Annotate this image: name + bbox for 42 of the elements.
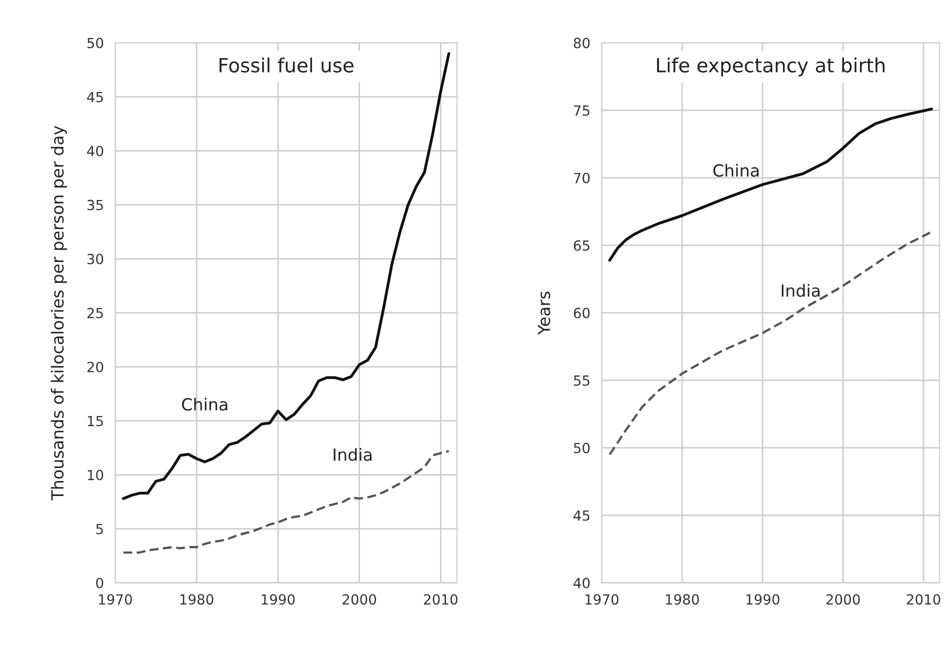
line-series [608, 108, 933, 262]
x-tick-label: 2010 [424, 594, 458, 605]
y-tick-label: 55 [574, 375, 590, 386]
y-tick-label: 0 [96, 578, 104, 588]
x-tick-label: 1990 [262, 594, 295, 605]
x-tick-label: 2000 [826, 594, 860, 605]
y-tick-label: 60 [574, 308, 590, 318]
y-tick-label: 45 [574, 510, 590, 521]
y-tick-label: 50 [87, 38, 104, 48]
x-tick-label: 2010 [906, 594, 940, 605]
x-tick-label: 1990 [746, 594, 780, 605]
y-tick-label: 25 [87, 308, 103, 318]
x-tick-label: 1980 [180, 594, 214, 605]
x-tick-label: 1970 [99, 594, 132, 605]
y-axis-title: Thousands of kilocalories per person per day [50, 126, 67, 500]
text: Fossil fuel use [220, 58, 354, 73]
y-tick-label: 15 [88, 416, 103, 426]
y-tick-label: 80 [574, 38, 590, 48]
series-label: India [782, 284, 820, 297]
y-tick-label: 10 [88, 470, 104, 480]
series-label: India [334, 448, 372, 461]
line-series [608, 230, 933, 456]
y-tick-label: 40 [87, 146, 104, 156]
x-tick-label: 2000 [342, 594, 376, 605]
y-tick-label: 70 [574, 172, 590, 184]
y-tick-label: 75 [574, 105, 590, 116]
y-tick-label: 5 [96, 524, 103, 534]
series-label: China [713, 164, 759, 177]
y-axis-title: Years [538, 292, 550, 335]
y-tick-label: 50 [574, 442, 590, 454]
y-tick-label: 35 [87, 200, 103, 210]
x-tick-label: 1970 [586, 594, 618, 605]
y-tick-label: 65 [574, 240, 590, 251]
y-tick-label: 45 [87, 92, 103, 102]
line-series [122, 52, 450, 500]
text: Life expectancy at birth [657, 58, 884, 76]
x-tick-label: 1980 [666, 594, 699, 605]
series-label: China [182, 398, 228, 411]
line-series [122, 450, 450, 554]
y-tick-label: 20 [87, 362, 104, 372]
y-tick-label: 30 [87, 254, 104, 264]
y-tick-label: 40 [574, 578, 590, 588]
